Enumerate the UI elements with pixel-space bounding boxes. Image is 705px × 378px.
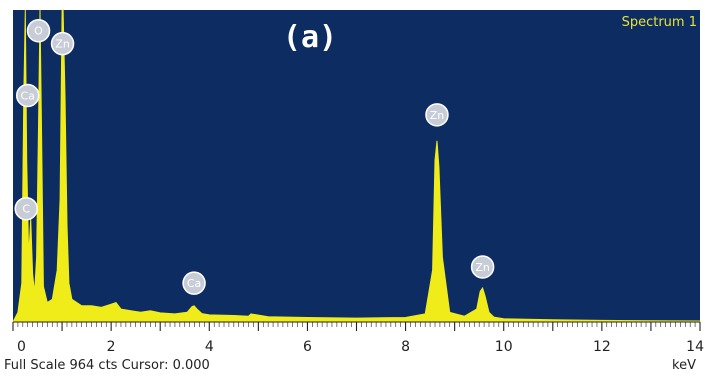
x-tick-label-8: 8 [401, 339, 410, 355]
peak-marker-label: C [22, 203, 30, 216]
peak-marker-label: Ca [187, 277, 201, 290]
peak-marker-label: Zn [475, 261, 490, 274]
peak-marker-label: O [34, 25, 43, 38]
x-tick-label-12: 12 [593, 339, 611, 355]
peak-marker-c-4: C [15, 198, 37, 220]
peak-marker-label: Zn [55, 38, 70, 51]
x-tick-label-10: 10 [495, 339, 513, 355]
plot-background [13, 10, 700, 322]
peak-marker-zn-2: Zn [52, 33, 74, 55]
x-tick-label-4: 4 [205, 339, 214, 355]
peak-marker-o-1: O [28, 20, 50, 42]
peak-marker-label: Zn [430, 109, 445, 122]
x-tick-label-2: 2 [107, 339, 116, 355]
x-axis: 0 2 4 6 8 10 12 14 [13, 322, 704, 355]
x-tick-label-14: 14 [686, 339, 704, 355]
x-tick-label-6: 6 [303, 339, 312, 355]
x-axis-unit-label: keV [672, 358, 696, 373]
peak-marker-ca-5: Ca [183, 272, 205, 294]
peak-marker-label: Ca [21, 89, 35, 102]
peak-marker-zn-7: Zn [472, 256, 494, 278]
full-scale-cursor-readout: Full Scale 964 cts Cursor: 0.000 [4, 358, 210, 373]
peak-marker-zn-6: Zn [426, 104, 448, 126]
panel-label: (a) [283, 20, 337, 55]
peak-marker-ca-3: Ca [17, 84, 39, 106]
x-tick-label-0: 0 [17, 339, 26, 355]
legend-entry-spectrum-1: Spectrum 1 [622, 15, 697, 30]
